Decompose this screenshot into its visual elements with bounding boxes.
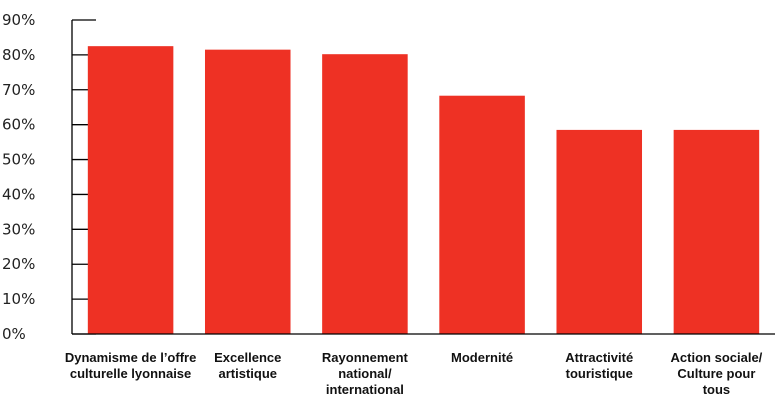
bar (87, 46, 174, 335)
bars (87, 46, 760, 335)
y-tick-label: 30% (2, 220, 35, 238)
x-tick-label: Rayonnement national/international (322, 350, 409, 397)
y-tick-label: 50% (2, 151, 35, 169)
y-axis: 0% 10% 20% 30% 40% 50% 60% 70% 80% 90% (2, 11, 96, 343)
y-tick-label: 60% (2, 116, 35, 134)
y-tick-label: 0% (2, 325, 26, 343)
x-tick-label: Modernité (451, 350, 513, 365)
x-tick-label: Attractivité touristique (565, 350, 633, 381)
bar (673, 129, 760, 334)
y-tick-label: 40% (2, 185, 35, 203)
y-tick-label: 70% (2, 81, 35, 99)
y-tick-label: 10% (2, 290, 35, 308)
bar (322, 54, 408, 335)
y-tick-label: 90% (2, 11, 35, 29)
y-tick-label: 20% (2, 255, 35, 273)
bar (556, 129, 643, 334)
bar (204, 49, 291, 335)
bar (439, 95, 525, 334)
x-tick-label: Action sociale/Culture pour tous (671, 350, 763, 397)
x-tick-label: Excellence artistique (214, 350, 281, 381)
x-tick-label: Dynamisme de l’offre culturelle lyonnaise (65, 350, 197, 381)
y-tick-label: 80% (2, 46, 35, 64)
x-axis: Dynamisme de l’offre culturelle lyonnaise… (65, 333, 775, 397)
